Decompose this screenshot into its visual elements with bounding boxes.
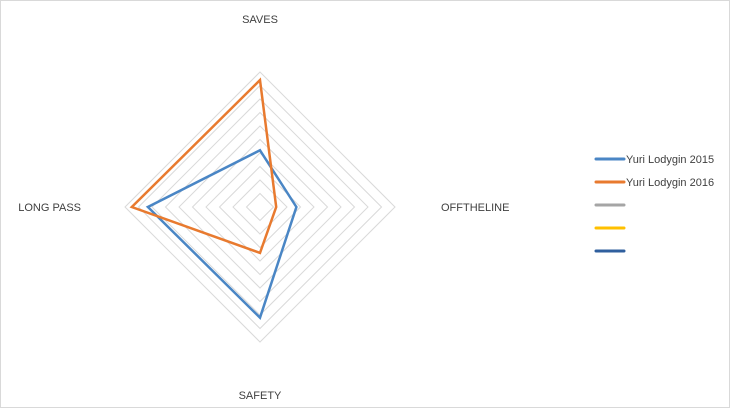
grid-ring-1 [245, 192, 275, 222]
grid-ring-9 [137, 84, 383, 330]
series-2-line [129, 77, 278, 255]
grid-ring-8 [151, 98, 369, 316]
series-1-line [145, 148, 298, 321]
grid-ring-7 [164, 111, 356, 303]
legend-label-1: Yuri Lodygin 2015 [626, 154, 714, 166]
grid-ring-2 [232, 179, 288, 235]
axis-labels: SAVES OFFTHELINE SAFETY LONG PASS [18, 14, 509, 402]
axis-label-safety: SAFETY [239, 390, 282, 402]
grid-ring-10 [124, 71, 396, 343]
grid-ring-6 [178, 125, 342, 289]
axis-label-offtheline: OFFTHELINE [441, 202, 509, 214]
radar-grid [124, 71, 396, 343]
grid-ring-4 [205, 152, 315, 262]
axis-label-saves: SAVES [242, 14, 278, 26]
legend-label-2: Yuri Lodygin 2016 [626, 177, 714, 189]
grid-ring-5 [191, 138, 329, 276]
radar-series [129, 77, 298, 321]
axis-label-long-pass: LONG PASS [18, 202, 81, 214]
legend: Yuri Lodygin 2015 Yuri Lodygin 2016 [594, 154, 714, 253]
